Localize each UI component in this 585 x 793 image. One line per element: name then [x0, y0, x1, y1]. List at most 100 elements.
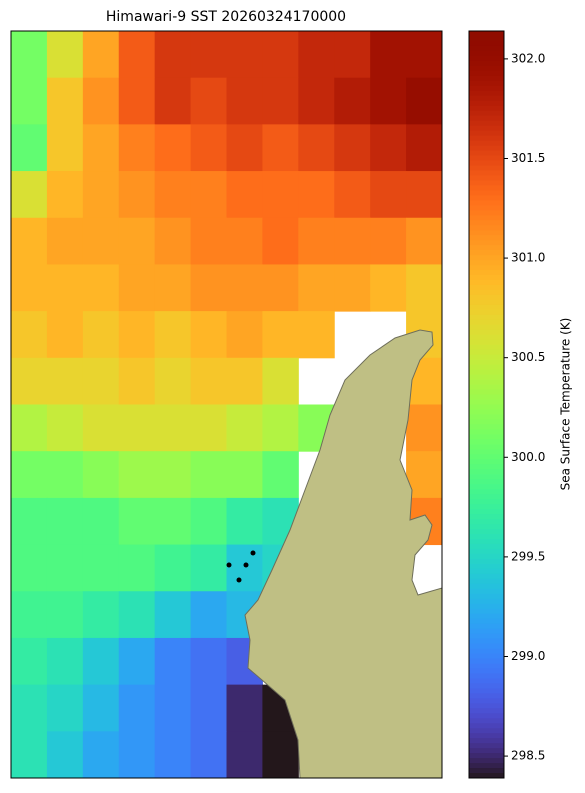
sst-cell	[11, 731, 48, 779]
colorbar-swatch	[469, 573, 504, 580]
sst-cell	[11, 591, 48, 639]
sst-cell	[406, 124, 443, 172]
colorbar-swatch	[469, 95, 504, 102]
colorbar-swatch	[469, 484, 504, 490]
colorbar-swatch	[469, 190, 504, 196]
colorbar-swatch	[469, 748, 504, 754]
colorbar-swatch	[469, 643, 504, 650]
sst-cell	[11, 31, 48, 79]
sst-cell	[406, 404, 443, 452]
sst-cell	[226, 311, 263, 359]
sst-cell	[82, 171, 120, 219]
colorbar-swatch	[469, 548, 504, 555]
sst-cell	[154, 357, 192, 405]
colorbar-swatch	[469, 289, 504, 296]
colorbar-swatch	[469, 90, 504, 97]
sst-cell	[154, 731, 192, 779]
colorbar-swatch	[469, 270, 504, 276]
sst-cell	[46, 124, 84, 172]
sst-cell	[262, 311, 299, 359]
colorbar-swatch	[469, 499, 504, 505]
colorbar-swatch	[469, 374, 504, 381]
sst-cell	[190, 264, 227, 312]
colorbar-swatch	[469, 723, 504, 729]
sst-cell	[370, 31, 407, 79]
sst-cell	[226, 731, 263, 779]
sst-cell	[154, 171, 192, 219]
sst-cell	[298, 217, 335, 265]
colorbar-swatch	[469, 653, 504, 659]
station-dot	[236, 577, 242, 583]
sst-cell	[11, 171, 48, 219]
sst-cell	[262, 217, 299, 265]
sst-cell	[118, 731, 156, 779]
colorbar-swatch	[469, 543, 504, 550]
sst-cell	[190, 684, 227, 732]
colorbar-swatch	[469, 349, 504, 356]
colorbar-swatch	[469, 180, 504, 186]
colorbar-swatch	[469, 658, 504, 664]
colorbar-swatch	[469, 334, 504, 341]
colorbar-swatch	[469, 538, 504, 545]
sst-cell	[370, 171, 407, 219]
colorbar-swatch	[469, 280, 504, 286]
colorbar-swatch	[469, 130, 504, 137]
colorbar-swatch	[469, 509, 504, 515]
sst-cell	[82, 591, 120, 639]
sst-cell	[226, 217, 263, 265]
sst-cell	[262, 31, 299, 79]
sst-cell	[370, 217, 407, 265]
colorbar-swatch	[469, 638, 504, 645]
colorbar-swatch	[469, 613, 504, 620]
colorbar-swatch	[469, 225, 504, 231]
sst-cell	[226, 544, 263, 592]
colorbar-swatch	[469, 60, 504, 67]
sst-cell	[46, 217, 84, 265]
sst-cell	[46, 404, 84, 452]
colorbar-swatch	[469, 469, 504, 475]
sst-cell	[262, 171, 299, 219]
sst-cell	[154, 31, 192, 79]
sst-cell	[334, 217, 371, 265]
colorbar-swatch	[469, 100, 504, 107]
colorbar-swatch	[469, 708, 504, 714]
sst-cell	[118, 684, 156, 732]
sst-cell	[190, 544, 227, 592]
sst-cell	[154, 404, 192, 452]
colorbar-swatch	[469, 429, 504, 435]
sst-cell	[406, 171, 443, 219]
colorbar-swatch	[469, 578, 504, 585]
colorbar-swatch	[469, 668, 504, 674]
sst-cell	[154, 77, 192, 125]
colorbar-swatch	[469, 384, 504, 391]
colorbar-swatch	[469, 404, 504, 410]
colorbar-swatch	[469, 299, 504, 306]
sst-cell	[82, 404, 120, 452]
sst-cell	[154, 124, 192, 172]
sst-cell	[11, 451, 48, 499]
colorbar-swatch	[469, 70, 504, 77]
sst-cell	[334, 264, 371, 312]
colorbar-swatch	[469, 763, 504, 769]
sst-cell	[82, 124, 120, 172]
colorbar-tick-label: 300.5	[511, 350, 545, 364]
sst-cell	[190, 637, 227, 686]
colorbar-swatch	[469, 40, 504, 47]
colorbar-swatch	[469, 713, 504, 719]
colorbar-swatch	[469, 255, 504, 261]
colorbar-swatch	[469, 419, 504, 425]
sst-cell	[118, 124, 156, 172]
sst-cell	[46, 637, 84, 686]
colorbar-swatch	[469, 275, 504, 281]
colorbar-swatch	[469, 85, 504, 92]
sst-cell	[82, 451, 120, 499]
colorbar-swatch	[469, 514, 504, 520]
colorbar-swatch	[469, 369, 504, 376]
colorbar-swatch	[469, 718, 504, 724]
sst-cell	[154, 684, 192, 732]
sst-cell	[118, 217, 156, 265]
colorbar-swatch	[469, 145, 504, 152]
sst-cell	[334, 77, 371, 125]
colorbar-swatch	[469, 454, 504, 460]
colorbar-swatch	[469, 304, 504, 311]
